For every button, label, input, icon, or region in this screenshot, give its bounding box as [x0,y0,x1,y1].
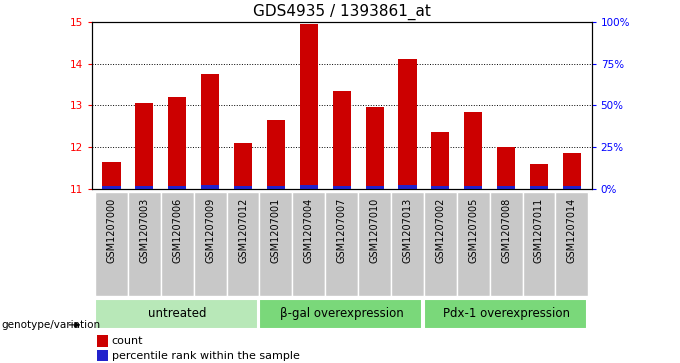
Text: GSM1207001: GSM1207001 [271,197,281,263]
Bar [391,192,424,296]
Bar [464,186,482,189]
Bar [497,186,515,189]
Bar [530,186,548,189]
Text: count: count [112,336,143,346]
Bar [398,60,417,189]
Bar [530,164,548,189]
Bar [457,192,490,296]
Bar [135,186,154,189]
Text: GSM1207011: GSM1207011 [534,197,544,263]
Bar [194,192,226,296]
Bar [300,185,318,189]
Bar [128,192,161,296]
Text: genotype/variation: genotype/variation [1,320,101,330]
Bar [522,192,556,296]
Text: β-gal overexpression: β-gal overexpression [280,307,403,321]
Bar [490,192,522,296]
Bar [556,192,588,296]
Bar [161,192,194,296]
Bar [95,192,128,296]
Bar [431,132,449,189]
Bar [358,192,391,296]
Bar [168,186,186,189]
Text: GSM1207003: GSM1207003 [139,197,150,263]
Bar [497,147,515,189]
Bar [267,120,285,189]
Bar [325,192,358,296]
Bar [366,107,384,189]
Bar [260,192,292,296]
Bar [234,186,252,189]
Text: GSM1207004: GSM1207004 [304,197,313,263]
Bar [424,192,457,296]
Bar [333,186,351,189]
Bar [431,186,449,189]
Bar [398,185,417,189]
Bar [300,24,318,189]
Bar [292,192,325,296]
Bar [97,350,108,362]
Bar [103,186,120,189]
Text: GSM1207010: GSM1207010 [370,197,379,263]
Text: percentile rank within the sample: percentile rank within the sample [112,351,300,360]
Bar [563,186,581,189]
Bar [333,91,351,189]
Bar [168,97,186,189]
Bar [103,162,120,189]
Text: untreated: untreated [148,307,207,321]
Bar [226,192,260,296]
Text: GSM1207008: GSM1207008 [501,197,511,263]
Bar [267,186,285,189]
Bar [424,299,587,329]
Bar [95,299,258,329]
Bar [135,103,154,189]
Text: GSM1207006: GSM1207006 [172,197,182,263]
Text: GSM1207007: GSM1207007 [337,197,347,263]
Bar [366,186,384,189]
Bar [563,153,581,189]
Bar [201,185,219,189]
Title: GDS4935 / 1393861_at: GDS4935 / 1393861_at [253,4,430,20]
Bar [260,299,422,329]
Text: GSM1207014: GSM1207014 [567,197,577,263]
Text: GSM1207012: GSM1207012 [238,197,248,263]
Bar [464,111,482,189]
Bar [97,335,108,347]
Text: GSM1207013: GSM1207013 [403,197,413,263]
Text: GSM1207005: GSM1207005 [469,197,478,263]
Text: GSM1207000: GSM1207000 [107,197,116,263]
Bar [234,143,252,189]
Text: GSM1207009: GSM1207009 [205,197,215,263]
Bar [201,74,219,189]
Text: GSM1207002: GSM1207002 [435,197,445,263]
Text: Pdx-1 overexpression: Pdx-1 overexpression [443,307,570,321]
